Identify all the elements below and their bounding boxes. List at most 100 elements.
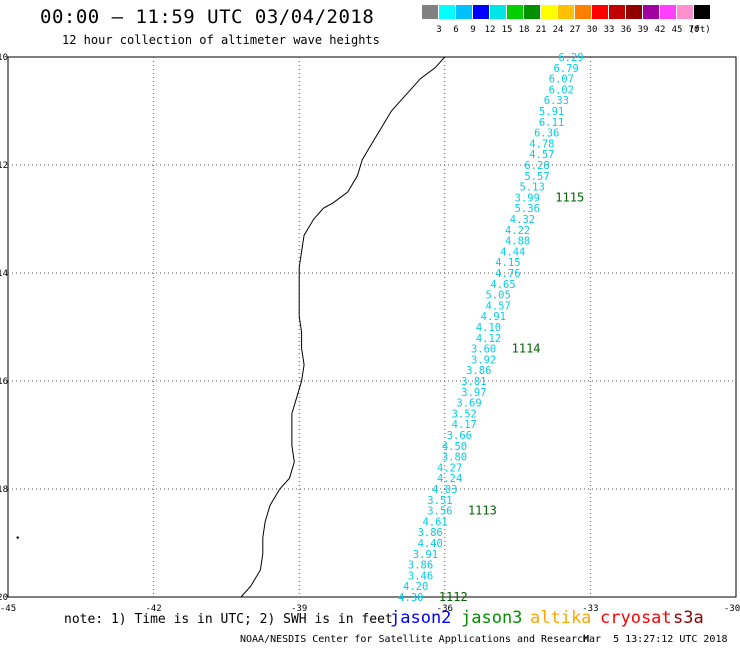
map-title: 00:00 — 11:59 UTC 03/04/2018 (40, 6, 375, 28)
longitude-label: -39 (291, 604, 307, 614)
legend-swatch (609, 5, 625, 19)
legend-swatch (490, 5, 506, 19)
swh-value: 5.13 (520, 182, 545, 194)
generation-timestamp: Mar 5 13:27:12 UTC 2018 (583, 634, 728, 645)
credit-line: NOAA/NESDIS Center for Satellite Applica… (240, 634, 590, 645)
swh-value: 4.24 (437, 473, 462, 485)
swh-value: 3.56 (427, 506, 452, 518)
longitude-label: -30 (724, 604, 740, 614)
swh-value: 3.86 (418, 527, 443, 539)
longitude-label: -42 (145, 604, 161, 614)
swh-value: 6.29 (558, 52, 583, 64)
legend-swatch (524, 5, 540, 19)
satellite-jason3-label: jason3 (461, 608, 523, 628)
legend-unit: (ft) (689, 25, 711, 35)
swh-value: 3.60 (471, 344, 496, 356)
swh-value: 3.86 (408, 560, 433, 572)
latitude-label: -10 (0, 53, 8, 63)
swh-value: 4.88 (505, 236, 530, 248)
legend-label: 42 (654, 25, 666, 35)
legend-swatch (677, 5, 693, 19)
map-frame (7, 56, 737, 598)
legend-swatch (473, 5, 489, 19)
latitude-label: -16 (0, 377, 8, 387)
swh-value: 6.02 (549, 84, 574, 96)
swh-value: 4.61 (422, 516, 447, 528)
latitude-label: -18 (0, 485, 8, 495)
legend-swatch (507, 5, 523, 19)
swh-value: 5.57 (524, 171, 549, 183)
legend-swatch (626, 5, 642, 19)
legend-label: 24 (552, 25, 564, 35)
swh-value: 5.36 (515, 203, 540, 215)
swh-value: 4.20 (403, 581, 428, 593)
legend-swatch (558, 5, 574, 19)
latitude-label: -12 (0, 161, 8, 171)
legend-swatch (643, 5, 659, 19)
legend-label: 21 (535, 25, 547, 35)
satellite-cryosat-label: cryosat (600, 608, 672, 628)
swh-value: 5.05 (486, 290, 511, 302)
legend-swatch (422, 5, 438, 19)
legend-label: 18 (518, 25, 530, 35)
legend-swatch (541, 5, 557, 19)
legend-label: 39 (637, 25, 649, 35)
swh-value: 6.79 (553, 63, 578, 75)
swh-value: 4.17 (452, 419, 477, 431)
time-label: 1114 (512, 342, 541, 356)
swh-value: 3.69 (456, 398, 481, 410)
swh-value: 6.36 (534, 128, 559, 140)
swh-value: 4.10 (476, 322, 501, 334)
time-label: 1113 (468, 504, 497, 518)
legend-swatch (660, 5, 676, 19)
coastline (240, 56, 446, 598)
swh-value: 4.57 (486, 300, 511, 312)
swh-value: 6.07 (549, 74, 574, 86)
island-mark (16, 536, 19, 539)
swh-value: 3.51 (427, 495, 452, 507)
swh-value: 4.44 (500, 246, 525, 258)
swh-value: 6.28 (524, 160, 549, 172)
latitude-label: -20 (0, 593, 8, 603)
swh-value: 4.78 (529, 138, 554, 150)
swh-value: 4.65 (490, 279, 515, 291)
legend-label: 70 (688, 25, 700, 35)
swh-value: 4.57 (529, 149, 554, 161)
legend-label: 12 (484, 25, 496, 35)
swh-value: 3.81 (461, 376, 486, 388)
swh-value: 4.22 (505, 225, 530, 237)
legend-label: 36 (620, 25, 632, 35)
satellite-jason2-label: jason2 (390, 608, 452, 628)
legend-label: 30 (586, 25, 598, 35)
swh-value: 3.99 (515, 192, 540, 204)
legend-label: 27 (569, 25, 581, 35)
footnote: note: 1) Time is in UTC; 2) SWH is in fe… (64, 612, 393, 627)
legend-label: 15 (501, 25, 513, 35)
legend-label: 9 (470, 25, 476, 35)
swh-value: 4.50 (442, 441, 467, 453)
longitude-label: -36 (437, 604, 453, 614)
legend-label: 33 (603, 25, 615, 35)
legend-label: 6 (453, 25, 459, 35)
longitude-label: -45 (0, 604, 16, 614)
swh-value: 3.97 (461, 387, 486, 399)
swh-value: 4.27 (437, 462, 462, 474)
swh-value: 4.32 (510, 214, 535, 226)
swh-value: 3.80 (442, 452, 467, 464)
legend-swatch (694, 5, 710, 19)
swh-value: 6.11 (539, 117, 564, 129)
swh-value: 3.52 (452, 408, 477, 420)
time-label: 1112 (439, 590, 468, 604)
swh-value: 4.40 (418, 538, 443, 550)
swh-value: 4.12 (476, 333, 501, 345)
swh-value: 3.46 (408, 570, 433, 582)
legend-label: 45 (671, 25, 683, 35)
swh-value: 6.33 (544, 95, 569, 107)
time-label: 1115 (555, 190, 584, 204)
swh-value: 4.03 (432, 484, 457, 496)
swh-value: 4.76 (495, 268, 520, 280)
swh-value: 4.30 (398, 592, 423, 604)
swh-value: 5.91 (539, 106, 564, 118)
swh-value: 4.15 (495, 257, 520, 269)
longitude-label: -33 (582, 604, 598, 614)
